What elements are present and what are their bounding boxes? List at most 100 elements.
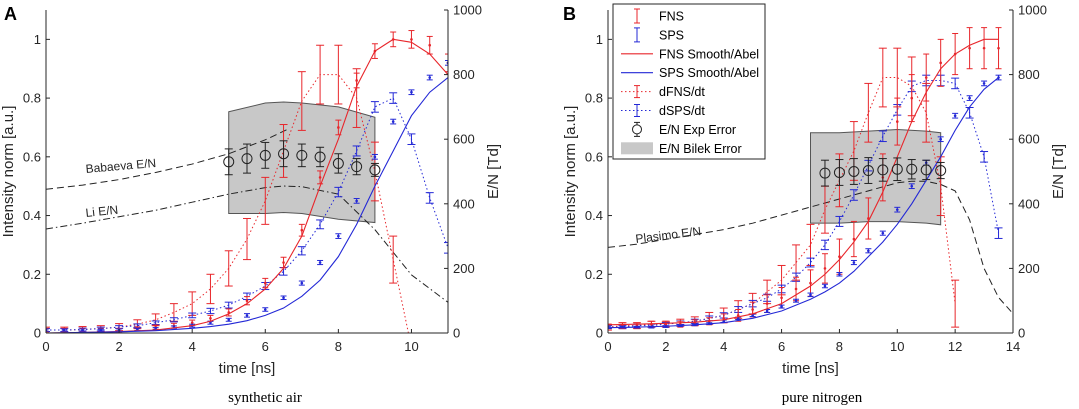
sps-point [778,304,785,309]
sps-point [908,183,915,190]
legend-label: E/N Exp Error [659,123,736,137]
sps-marker [318,261,322,264]
sps-marker [81,328,84,332]
y-tick-label: 0 [34,326,41,341]
legend-label: dFNS/dt [659,85,705,99]
fns-point [981,27,988,70]
annotation-li: Li E/N [85,203,119,220]
dsps-dt-point [425,192,434,204]
en-exp-error-marker [296,149,308,161]
dfns-dt-point [206,273,215,305]
dfns-dt-point [316,44,325,105]
sps-marker [227,318,231,322]
y-axis-label: Intensity norm [a.u.] [562,106,579,238]
sps-point [280,295,287,301]
en-exp-error-point [241,143,253,174]
sps-point [821,283,828,289]
dsps-dt-point [444,242,448,254]
en-exp-error-marker [819,167,831,179]
sps-marker [337,234,340,238]
legend-item: SPS Smooth/Abel [621,66,759,80]
y-axis-label: Intensity norm [a.u.] [0,106,17,238]
dsps-dt-point [188,312,197,319]
y2-tick-label: 800 [453,67,475,82]
en-exp-error-point [223,148,235,176]
sps-point [981,80,988,87]
sps-point [879,230,886,236]
legend-item: FNS [634,8,684,24]
y2-tick-label: 400 [453,196,475,211]
fns-marker [428,43,432,47]
sps-marker [823,284,827,288]
sps-marker [867,249,870,253]
fns-marker [355,79,358,82]
en-exp-error-point [833,159,845,186]
en-exp-error-point [332,153,344,174]
sps-marker [245,314,249,317]
fns-marker [982,46,986,50]
x-tick-label: 0 [42,339,49,354]
fns-marker [722,317,726,320]
dsps-dt-point [994,227,1003,239]
en-exp-error-point [862,157,874,184]
y2-tick-label: 200 [453,261,475,276]
sps-marker [982,82,986,85]
y2-axis-label: E/N [Td] [485,144,502,199]
dsps-dt-point [206,307,215,315]
dsps-dt-point [407,133,416,145]
sps-marker [736,317,740,320]
plot-area [46,30,448,333]
sps-point [426,74,433,81]
y2-tick-label: 0 [1018,326,1025,341]
sps-point [79,328,86,332]
legend-swatch [632,124,642,135]
sps-point [244,313,250,318]
x-axis-label: time [ns] [219,360,276,377]
x-tick-label: 4 [720,339,727,354]
dsps-dt-point [389,92,398,104]
dsps-dt-point [334,186,343,198]
sps-marker [852,261,856,264]
sps-point [894,206,901,213]
legend-item: dFNS/dt [621,85,705,99]
fns-marker [780,296,783,300]
y2-tick-label: 1000 [1018,3,1047,18]
sps-point [317,259,324,266]
y-tick-label: 0.8 [23,91,41,106]
fns-marker [410,38,413,41]
sps-point [390,118,397,125]
plot-area [608,27,1013,331]
sps-marker [136,328,139,331]
fns-marker [245,299,249,303]
x-tick-label: 8 [335,339,342,354]
sps-marker [751,314,754,317]
fns-marker [794,287,798,291]
dsps-dt-point [806,257,815,268]
y-tick-label: 0 [596,326,603,341]
x-tick-label: 8 [836,339,843,354]
sps-marker [99,328,103,332]
fns-marker [852,237,856,241]
fns-marker [910,96,914,100]
sps-point [807,292,814,298]
fns-marker [895,120,899,123]
legend-item: FNS Smooth/Abel [621,47,759,61]
sps-point [408,89,415,96]
sps-marker [953,114,957,118]
fns-point [850,220,857,258]
sps-smooth-line [46,77,448,333]
dsps-dt-point [352,145,361,157]
en-exp-error-marker [223,156,235,168]
x-tick-label: 10 [890,339,904,354]
x-axis-label: time [ns] [782,360,839,377]
y-tick-label: 0.6 [23,149,41,164]
en-exp-error-point [314,146,326,168]
en-exp-error-marker [848,166,860,177]
y-tick-label: 0.6 [585,149,603,164]
x-tick-label: 12 [948,339,962,354]
fns-marker [318,176,322,179]
sps-marker [765,309,769,313]
dsps-dt-point [224,301,233,309]
y2-tick-label: 800 [1018,67,1040,82]
